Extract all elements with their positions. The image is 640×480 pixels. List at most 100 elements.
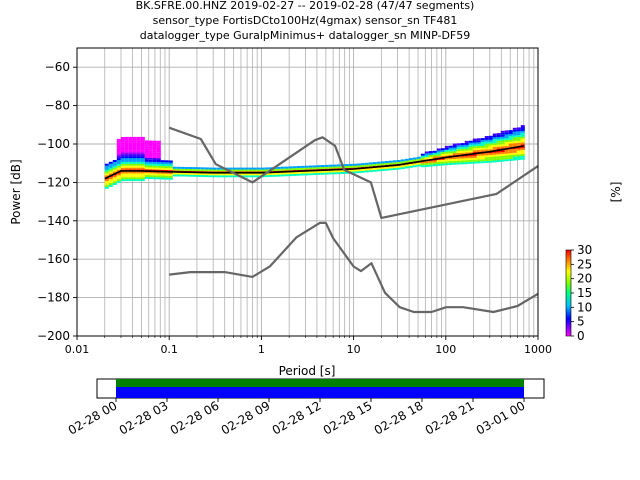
heatmap-cell xyxy=(128,177,133,180)
heatmap-cell xyxy=(120,140,125,143)
heatmap-cell xyxy=(156,158,161,161)
heatmap-cell xyxy=(136,148,141,151)
heatmap-cell xyxy=(152,158,157,160)
heatmap-cell xyxy=(292,172,297,174)
heatmap-cell xyxy=(156,150,161,153)
heatmap-cell xyxy=(492,158,497,161)
heatmap-cell xyxy=(464,140,469,143)
heatmap-cell xyxy=(412,163,417,166)
heatmap-cell xyxy=(372,167,377,170)
heatmap-cell xyxy=(104,184,109,187)
heatmap-cell xyxy=(508,130,513,133)
heatmap-cell xyxy=(388,166,393,169)
heatmap-cell xyxy=(520,128,525,131)
x-tick-label: 0.1 xyxy=(160,343,178,356)
heatmap-cell xyxy=(432,162,437,165)
heatmap-cell xyxy=(120,158,125,161)
heatmap-cell xyxy=(232,169,237,172)
heatmap-cell xyxy=(488,137,493,140)
heatmap-cell xyxy=(148,161,153,164)
heatmap-cell xyxy=(460,145,465,147)
heatmap-cell xyxy=(500,134,505,137)
heatmap-cell xyxy=(168,164,173,167)
heatmap-cell xyxy=(512,154,517,157)
heatmap-cell xyxy=(516,127,521,130)
heatmap-cell xyxy=(120,165,125,168)
heatmap-cell xyxy=(520,153,525,156)
heatmap-cell xyxy=(176,168,181,171)
heatmap-cell xyxy=(124,163,129,166)
noise-model-high xyxy=(168,126,539,219)
heatmap-cell xyxy=(516,138,521,141)
heatmap-cell xyxy=(480,140,485,142)
heatmap-cell xyxy=(144,153,149,156)
heatmap-cell xyxy=(148,175,153,178)
heatmap-cell xyxy=(316,165,321,168)
heatmap-cell xyxy=(148,167,153,170)
heatmap-cell xyxy=(152,175,157,178)
heatmap-cell xyxy=(288,172,293,175)
heatmap-cell xyxy=(124,156,129,159)
heatmap-cell xyxy=(140,159,145,162)
heatmap-cell xyxy=(504,157,509,160)
heatmap-cell xyxy=(512,150,517,153)
heatmap-cell xyxy=(436,156,441,159)
heatmap-cell xyxy=(292,173,297,176)
heatmap-cell xyxy=(276,166,281,169)
heatmap-cell xyxy=(120,144,125,147)
heatmap-cell xyxy=(252,169,257,172)
heatmap-cell xyxy=(428,153,433,155)
heatmap-cell xyxy=(500,142,505,145)
heatmap-cell xyxy=(268,174,273,177)
heatmap-cell xyxy=(256,169,261,172)
heatmap-cell xyxy=(136,175,141,178)
heatmap-cell xyxy=(164,168,169,170)
heatmap-cell xyxy=(472,138,477,141)
heatmap-cell xyxy=(224,175,229,178)
heatmap-cell xyxy=(164,164,169,167)
heatmap-cell xyxy=(108,171,113,174)
heatmap-cell xyxy=(492,133,497,136)
heatmap-cell xyxy=(196,167,201,170)
heatmap-cell xyxy=(284,168,289,171)
heatmap-cell xyxy=(120,148,125,151)
heatmap-cell xyxy=(156,142,161,145)
heatmap-cell xyxy=(364,162,369,165)
heatmap-cell xyxy=(456,143,461,146)
heatmap-cell xyxy=(164,162,169,165)
heatmap-cell xyxy=(248,175,253,178)
heatmap-cell xyxy=(128,165,133,168)
heatmap-cell xyxy=(492,154,497,157)
heatmap-cell xyxy=(160,175,165,178)
heatmap-cell xyxy=(168,160,173,163)
heatmap-cell xyxy=(492,148,497,151)
heatmap-cell xyxy=(160,165,165,168)
heatmap-cell xyxy=(132,165,137,168)
heatmap-cell xyxy=(436,150,441,153)
heatmap-cell xyxy=(164,160,169,163)
colorbar-tick-label: 10 xyxy=(577,300,592,314)
heatmap-cell xyxy=(148,163,153,166)
heatmap-cell xyxy=(156,167,161,170)
heatmap-cell xyxy=(128,148,133,151)
heatmap-cell xyxy=(444,151,449,154)
heatmap-cell xyxy=(428,155,433,157)
heatmap-cell xyxy=(308,173,313,176)
heatmap-cell xyxy=(496,133,501,136)
heatmap-cell xyxy=(496,154,501,157)
heatmap-cell xyxy=(428,160,433,163)
heatmap-cell xyxy=(296,173,301,176)
heatmap-cell xyxy=(420,155,425,158)
heatmap-cell xyxy=(140,179,145,182)
heatmap-cell xyxy=(516,144,521,147)
heatmap-cell xyxy=(508,156,513,159)
heatmap-cell xyxy=(212,173,217,176)
heatmap-cell xyxy=(156,146,161,149)
heatmap-cell xyxy=(128,179,133,182)
colorbar-tick-label: 5 xyxy=(577,315,585,329)
heatmap-cell xyxy=(468,150,473,153)
heatmap-cell xyxy=(492,156,497,159)
heatmap-cell xyxy=(124,140,129,143)
heatmap-cell xyxy=(104,175,109,178)
heatmap-cell xyxy=(148,159,153,162)
